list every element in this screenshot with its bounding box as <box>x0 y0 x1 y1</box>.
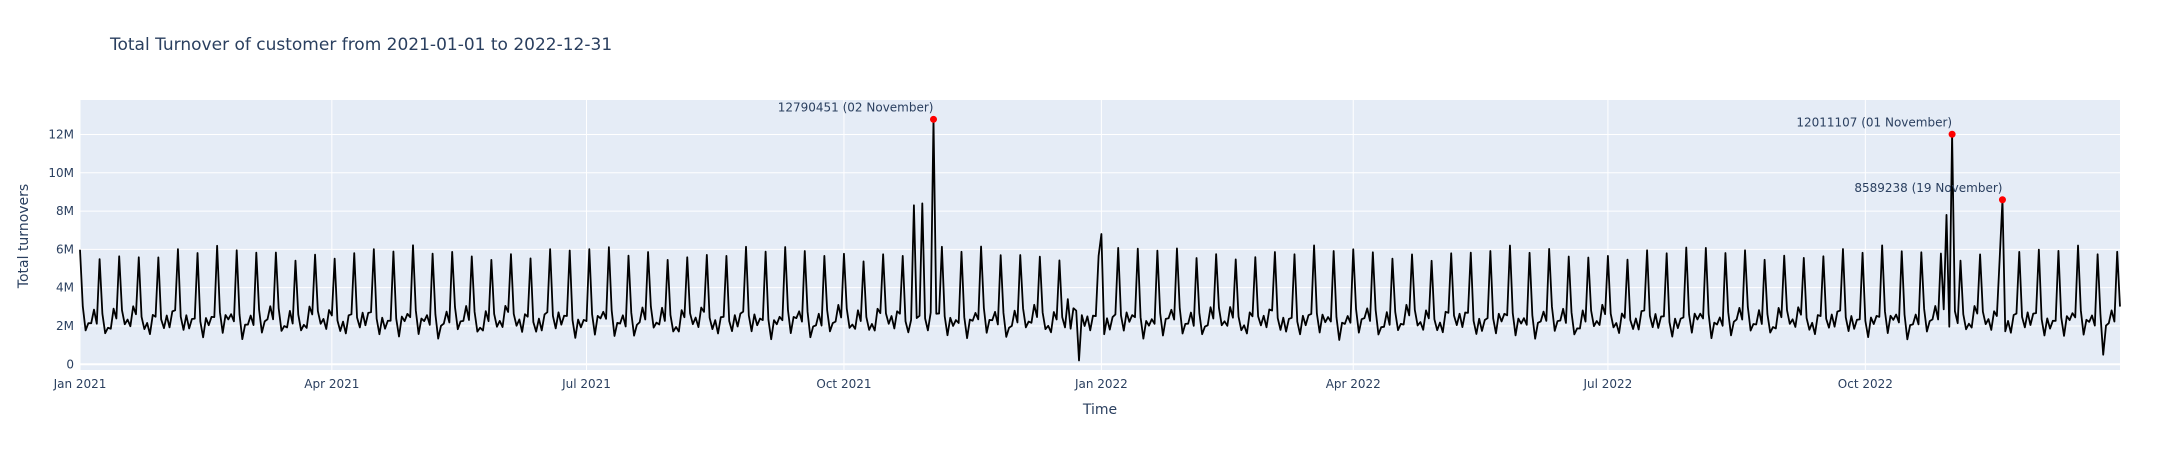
x-tick-label-1: Apr 2021 <box>304 377 359 391</box>
x-tick-label-0: Jan 2021 <box>53 377 107 391</box>
highlight-point-2 <box>1998 196 2006 204</box>
series-line-group <box>79 118 2121 362</box>
x-gridlines <box>79 100 1866 370</box>
highlight-point-0 <box>929 115 937 123</box>
x-axis-label: Time <box>1082 402 1117 418</box>
y-gridlines <box>80 133 2120 366</box>
highlight-label-1: 12011107 (01 November) <box>1796 115 1952 129</box>
highlight-markers <box>929 115 2006 204</box>
x-tick-label-5: Apr 2022 <box>1326 377 1381 391</box>
x-tick-label-3: Oct 2021 <box>816 377 871 391</box>
x-tick-label-4: Jan 2022 <box>1074 377 1128 391</box>
y-tick-label-4: 8M <box>56 204 74 218</box>
highlight-point-1 <box>1948 130 1956 138</box>
y-tick-label-1: 2M <box>56 319 74 333</box>
y-tick-label-6: 12M <box>48 127 74 141</box>
highlight-label-2: 8589238 (19 November) <box>1854 181 2002 195</box>
x-tick-label-2: Jul 2021 <box>561 377 611 391</box>
chart-title: Total Turnover of customer from 2021-01-… <box>109 35 612 55</box>
y-tick-label-0: 0 <box>66 357 74 371</box>
x-tick-label-7: Oct 2022 <box>1838 377 1893 391</box>
y-axis-label: Total turnovers <box>16 184 32 289</box>
y-tick-label-5: 10M <box>48 166 74 180</box>
highlight-annotations: 12790451 (02 November) 12011107 (01 Novem… <box>778 100 2003 194</box>
y-axis-ticks: 0 2M 4M 6M 8M 10M 12M <box>48 127 74 371</box>
y-tick-label-2: 4M <box>56 281 74 295</box>
series-line <box>79 118 2121 362</box>
x-axis-ticks: Jan 2021 Apr 2021 Jul 2021 Oct 2021 Jan 2022… <box>53 377 1893 391</box>
highlight-label-0: 12790451 (02 November) <box>778 100 934 114</box>
x-tick-label-6: Jul 2022 <box>1582 377 1632 391</box>
y-tick-label-3: 6M <box>56 242 74 256</box>
